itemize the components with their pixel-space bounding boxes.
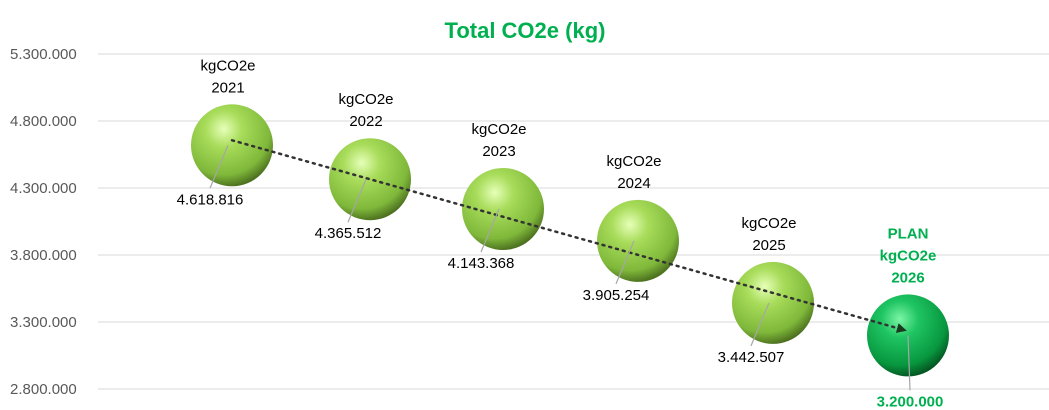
y-tick-label: 3.800.000 xyxy=(10,247,77,264)
category-label: 2024 xyxy=(617,175,650,192)
category-label: kgCO2e xyxy=(606,153,661,170)
category-label: 2023 xyxy=(482,143,515,160)
y-tick-label: 4.800.000 xyxy=(10,113,77,130)
category-label: 2025 xyxy=(752,237,785,254)
value-label: 3.905.254 xyxy=(583,287,650,304)
category-label: kgCO2e xyxy=(741,215,796,232)
bubbles xyxy=(191,104,949,377)
y-tick-label: 4.300.000 xyxy=(10,180,77,197)
y-axis-ticks: 2.800.000 3.300.000 3.800.000 4.300.000 4.80… xyxy=(10,46,77,398)
leader-line xyxy=(750,302,770,347)
category-label: kgCO2e xyxy=(338,91,393,108)
category-label: PLAN xyxy=(888,225,929,242)
category-label: 2026 xyxy=(891,269,924,286)
value-label: 4.143.368 xyxy=(448,255,515,272)
category-label: kgCO2e xyxy=(200,57,255,74)
y-tick-label: 5.300.000 xyxy=(10,46,77,63)
value-label: 3.442.507 xyxy=(718,349,785,366)
chart-title: Total CO2e (kg) xyxy=(445,18,606,43)
y-tick-label: 3.300.000 xyxy=(10,314,77,331)
leader-line xyxy=(209,145,229,189)
category-label: 2021 xyxy=(211,79,244,96)
bubble xyxy=(732,261,814,344)
category-label: 2022 xyxy=(349,113,382,130)
bubble xyxy=(462,167,544,250)
bubble xyxy=(329,138,411,221)
category-label: kgCO2e xyxy=(471,121,526,138)
category-label: kgCO2e xyxy=(880,247,937,264)
value-label: 3.200.000 xyxy=(877,393,944,410)
leader-line xyxy=(347,178,367,223)
y-tick-label: 2.800.000 xyxy=(10,381,77,398)
leader-line xyxy=(480,208,500,253)
value-label: 4.618.816 xyxy=(177,191,244,208)
value-label: 4.365.512 xyxy=(315,225,382,242)
bubble xyxy=(191,104,273,187)
leader-line xyxy=(615,240,635,285)
bubble xyxy=(597,199,679,282)
trendline xyxy=(230,139,907,333)
leader-line xyxy=(907,335,911,391)
data-labels: kgCO2e 2021 4.618.816 kgCO2e 2022 4.365.512 kg… xyxy=(177,57,944,410)
